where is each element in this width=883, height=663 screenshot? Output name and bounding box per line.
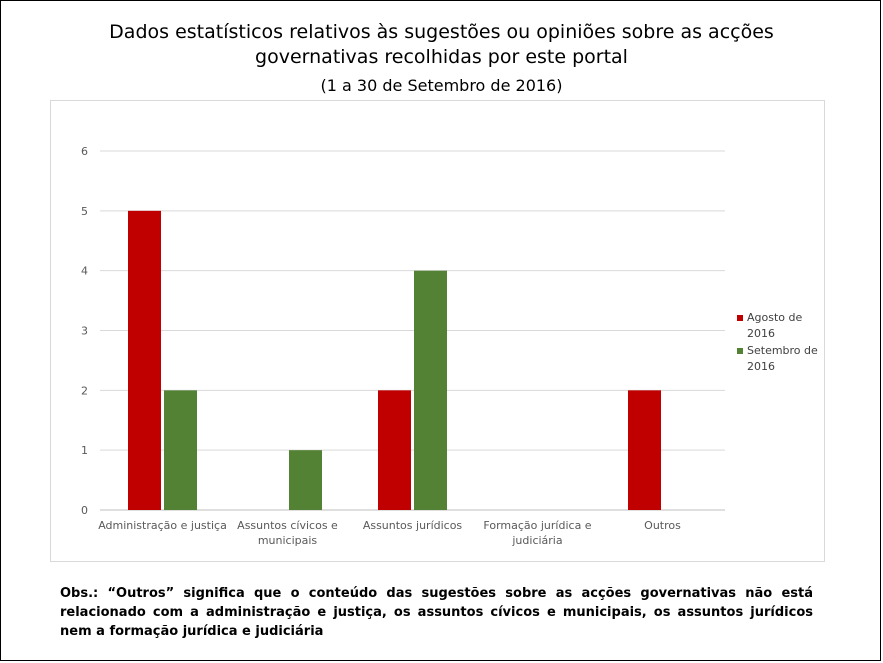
- legend-swatch-setembro: [737, 348, 743, 354]
- chart-area: [50, 100, 825, 562]
- chart-title: Dados estatísticos relativos às sugestõe…: [109, 21, 774, 68]
- bar: [378, 390, 411, 510]
- legend-label-setembro: Setembro de 2016: [747, 344, 818, 373]
- legend: Agosto de 2016 Setembro de 2016: [737, 310, 827, 376]
- x-tick-label: Assuntos cívicos e municipais: [237, 519, 338, 547]
- x-tick-label: Administração e justiça: [98, 519, 227, 532]
- y-tick-label: 4: [81, 265, 88, 278]
- legend-item-agosto: Agosto de 2016: [737, 310, 827, 342]
- x-tick-label: Assuntos jurídicos: [363, 519, 463, 532]
- bar: [414, 270, 447, 510]
- chart-subtitle: (1 a 30 de Setembro de 2016): [320, 76, 563, 95]
- y-tick-label: 1: [81, 444, 88, 457]
- y-tick-label: 5: [81, 205, 88, 218]
- bar: [289, 450, 322, 510]
- y-tick-label: 3: [81, 325, 88, 338]
- legend-swatch-agosto: [737, 315, 743, 321]
- legend-label-agosto: Agosto de 2016: [747, 311, 803, 340]
- legend-item-setembro: Setembro de 2016: [737, 343, 827, 375]
- y-tick-label: 2: [81, 384, 88, 397]
- x-tick-label: Formação jurídica e judiciária: [483, 519, 591, 547]
- bar: [128, 210, 161, 511]
- observation-note: Obs.: “Outros” significa que o conteúdo …: [60, 586, 813, 639]
- y-tick-label: 6: [81, 145, 88, 158]
- bar: [628, 390, 661, 510]
- bar: [164, 390, 197, 510]
- y-tick-label: 0: [81, 504, 88, 517]
- x-tick-label: Outros: [644, 519, 681, 532]
